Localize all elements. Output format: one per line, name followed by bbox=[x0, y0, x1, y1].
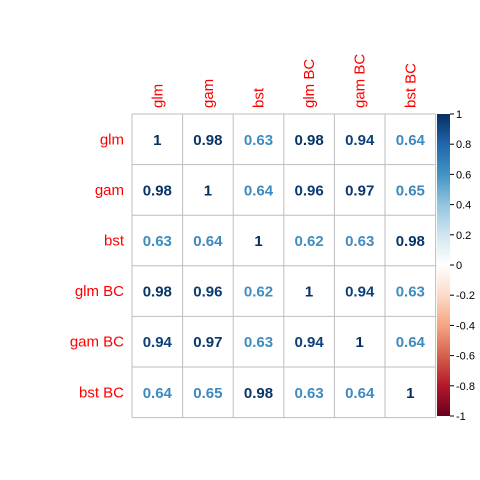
cell-value-glm-gam: 0.98 bbox=[193, 132, 222, 149]
cell-value-bst-bc-gam-bc: 0.64 bbox=[345, 385, 375, 402]
color-bar-tick-label: -1 bbox=[456, 411, 466, 423]
cell-value-bst-glm: 0.63 bbox=[143, 233, 172, 250]
cell-value-gam-glm-bc: 0.96 bbox=[294, 182, 323, 199]
cell-value-gam-gam: 1 bbox=[204, 182, 212, 199]
column-labels: glm gam bst glm BC gam BC bst BC bbox=[149, 54, 419, 108]
color-bar-tick-label: 0 bbox=[456, 260, 462, 272]
cell-value-bst-bc-gam: 0.65 bbox=[193, 385, 222, 402]
cell-value-glm-bst-bc: 0.64 bbox=[396, 132, 426, 149]
cell-value-gam-bc-bst: 0.63 bbox=[244, 334, 273, 351]
color-bar-tick-label: -0.6 bbox=[456, 351, 475, 363]
cell-value-bst-gam: 0.64 bbox=[193, 233, 223, 250]
row-labels: glm gam bst glm BC gam BC bst BC bbox=[70, 131, 125, 401]
color-bar-tick-label: 0.6 bbox=[456, 169, 471, 181]
cell-value-gam-bst-bc: 0.65 bbox=[396, 182, 425, 199]
cell-value-gam-bc-glm: 0.94 bbox=[143, 334, 173, 351]
cell-value-gam-bc-bst-bc: 0.64 bbox=[396, 334, 426, 351]
cell-value-bst-bst: 1 bbox=[254, 233, 262, 250]
color-bar-tick-label: -0.4 bbox=[456, 320, 475, 332]
matrix-grid bbox=[131, 113, 437, 419]
cell-value-bst-bst-bc: 0.98 bbox=[396, 233, 425, 250]
cell-value-glm-bc-gam: 0.96 bbox=[193, 284, 222, 301]
cell-value-glm-bst: 0.63 bbox=[244, 132, 273, 149]
matrix-cells: 1 0.98 0.63 0.98 0.94 0.64 0.98 1 0.64 0.96 0.97 0.… bbox=[143, 132, 426, 402]
color-bar-tick-label: 0.2 bbox=[456, 230, 471, 242]
row-label-gam: gam bbox=[95, 182, 124, 199]
color-legend: 1 0.8 0.6 0.4 0.2 0 -0.2 -0.4 -0.6 -0.8 -1 bbox=[437, 109, 475, 423]
cell-value-glm-glm: 1 bbox=[153, 132, 161, 149]
row-label-glm-bc: glm BC bbox=[75, 283, 124, 300]
cell-value-gam-bc-glm-bc: 0.94 bbox=[294, 334, 324, 351]
cell-value-gam-bst: 0.64 bbox=[244, 182, 274, 199]
cell-value-glm-bc-gam-bc: 0.94 bbox=[345, 284, 375, 301]
cell-value-glm-glm-bc: 0.98 bbox=[294, 132, 323, 149]
row-label-gam-bc: gam BC bbox=[70, 334, 124, 351]
column-label-glm: glm bbox=[149, 84, 166, 108]
cell-value-glm-gam-bc: 0.94 bbox=[345, 132, 375, 149]
cell-value-bst-bc-bst: 0.98 bbox=[244, 385, 273, 402]
cell-value-gam-gam-bc: 0.97 bbox=[345, 182, 374, 199]
color-bar-tick-label: 1 bbox=[456, 109, 462, 121]
color-bar bbox=[437, 114, 450, 416]
column-label-glm-bc: glm BC bbox=[301, 59, 318, 108]
cell-value-glm-bc-bst: 0.62 bbox=[244, 284, 273, 301]
color-bar-tick-label: -0.2 bbox=[456, 290, 475, 302]
cell-value-gam-bc-gam-bc: 1 bbox=[356, 334, 364, 351]
cell-value-glm-bc-glm: 0.98 bbox=[143, 284, 172, 301]
cell-value-bst-gam-bc: 0.63 bbox=[345, 233, 374, 250]
cell-value-gam-bc-gam: 0.97 bbox=[193, 334, 222, 351]
cell-value-bst-glm-bc: 0.62 bbox=[294, 233, 323, 250]
row-label-bst-bc: bst BC bbox=[79, 384, 124, 401]
column-label-gam-bc: gam BC bbox=[352, 54, 369, 108]
cell-value-glm-bc-glm-bc: 1 bbox=[305, 284, 313, 301]
column-label-gam: gam bbox=[200, 79, 217, 108]
color-bar-tick-label: 0.4 bbox=[456, 200, 471, 212]
cell-value-gam-glm: 0.98 bbox=[143, 182, 172, 199]
color-bar-tick-label: 0.8 bbox=[456, 139, 471, 151]
row-label-glm: glm bbox=[100, 131, 124, 148]
cell-value-bst-bc-bst-bc: 1 bbox=[406, 385, 414, 402]
color-bar-tick-label: -0.8 bbox=[456, 381, 475, 393]
row-label-bst: bst bbox=[104, 233, 125, 250]
cell-value-bst-bc-glm-bc: 0.63 bbox=[294, 385, 323, 402]
column-label-bst: bst bbox=[251, 87, 268, 108]
cell-value-glm-bc-bst-bc: 0.63 bbox=[396, 284, 425, 301]
column-label-bst-bc: bst BC bbox=[402, 63, 419, 108]
cell-value-bst-bc-glm: 0.64 bbox=[143, 385, 173, 402]
